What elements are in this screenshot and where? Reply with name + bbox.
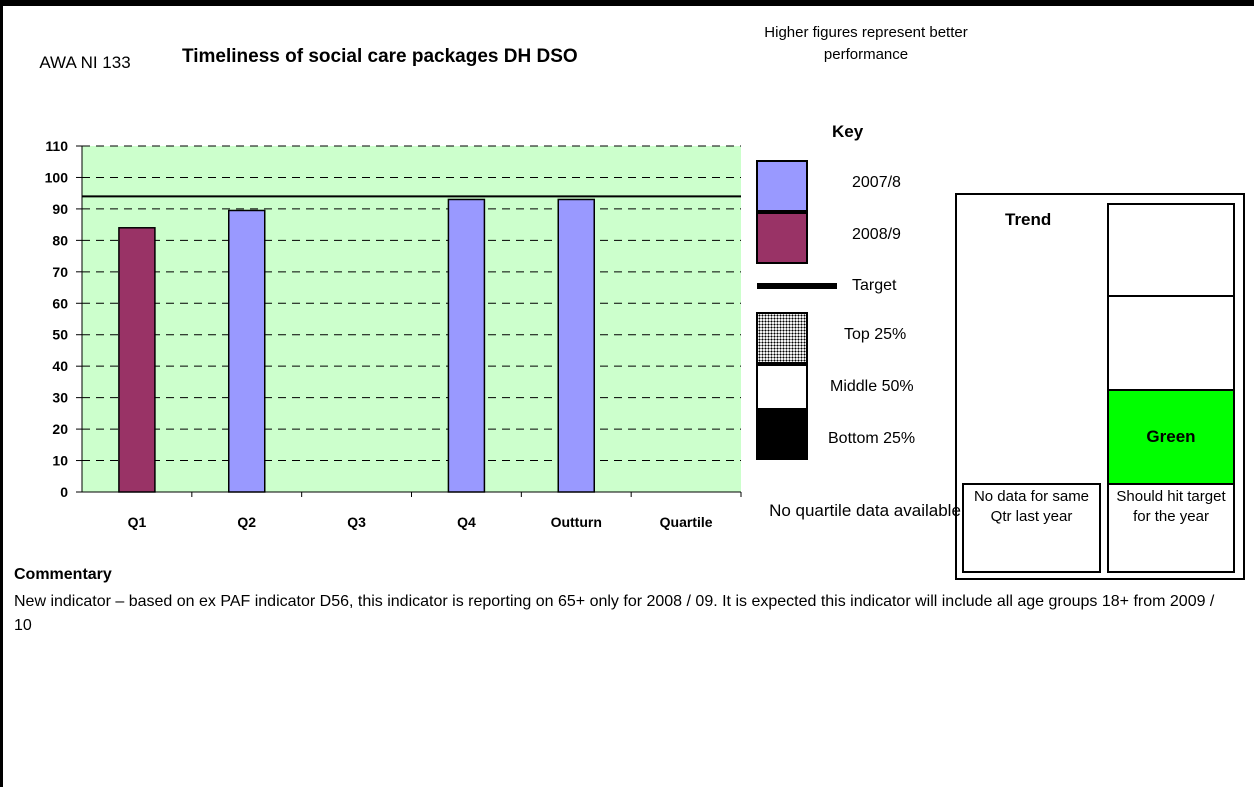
top-border <box>0 0 1254 6</box>
y-tick-label: 10 <box>52 453 68 469</box>
x-tick-label: Q3 <box>347 514 366 530</box>
bar-chart: 0 10 20 30 40 50 60 70 80 90 100 110 Q1 Q2 Q3 Q4 Outturn… <box>45 138 742 530</box>
trend-panel <box>955 193 1245 580</box>
bar <box>228 209 266 493</box>
y-tick-label: 70 <box>52 264 68 280</box>
key-swatch-2007-8 <box>756 160 808 212</box>
y-tick-label: 80 <box>52 232 68 248</box>
bar <box>557 198 595 493</box>
y-tick-label: 90 <box>52 201 68 217</box>
y-tick-label: 40 <box>52 358 68 374</box>
indicator-code: AWA NI 133 <box>39 53 131 72</box>
trend-middle-cell <box>1107 295 1235 391</box>
x-tick-label: Q2 <box>237 514 256 530</box>
bar <box>118 227 156 493</box>
y-tick-label: 0 <box>60 484 68 500</box>
key-label-top-25: Top 25% <box>844 326 907 343</box>
commentary-text: New indicator – based on ex PAF indicato… <box>14 593 1215 634</box>
trend-top-cell <box>1107 203 1235 297</box>
plot-background <box>82 146 741 492</box>
key-label-middle-50: Middle 50% <box>830 378 914 395</box>
no-quartile-note: No quartile data available <box>769 501 961 520</box>
trend-right-caption: Should hit target for the year <box>1107 483 1235 573</box>
performance-note: Higher figures represent better performa… <box>764 24 968 63</box>
key-swatch-target <box>757 283 837 289</box>
trend-title: Trend <box>1005 210 1052 229</box>
y-tick-label: 20 <box>52 421 68 437</box>
bar <box>447 198 486 493</box>
y-tick-label: 60 <box>52 295 68 311</box>
x-tick-label: Quartile <box>660 514 713 530</box>
chart-plot-area: 0 10 20 30 40 50 60 70 80 90 100 110 Q1 Q2 Q3 Q4 Outturn… <box>45 138 742 530</box>
key-swatch-top-25 <box>756 312 808 364</box>
y-tick-label: 100 <box>45 169 69 185</box>
key-title: Key <box>832 122 864 141</box>
key-swatch-bottom-25 <box>756 408 808 460</box>
y-tick-label: 30 <box>52 390 68 406</box>
trend-left-caption: No data for same Qtr last year <box>962 483 1101 573</box>
y-tick-label: 110 <box>45 138 68 154</box>
key-label-bottom-25: Bottom 25% <box>828 430 916 447</box>
y-tick-label: 50 <box>52 327 68 343</box>
key-swatch-middle-50 <box>756 364 808 416</box>
chart-title: Timeliness of social care packages DH DS… <box>182 46 578 67</box>
trend-status-label: Green <box>1146 427 1196 446</box>
key-label-target: Target <box>852 277 897 294</box>
trend-status-cell: Green <box>1107 389 1235 485</box>
commentary-title: Commentary <box>14 566 112 583</box>
key-label-2008-9: 2008/9 <box>852 226 901 243</box>
key-label-2007-8: 2007/8 <box>852 174 901 191</box>
left-border <box>0 0 3 787</box>
key-swatch-2008-9 <box>756 212 808 264</box>
x-tick-label: Q1 <box>128 514 147 530</box>
x-tick-label: Outturn <box>551 514 602 530</box>
x-tick-label: Q4 <box>457 514 476 530</box>
